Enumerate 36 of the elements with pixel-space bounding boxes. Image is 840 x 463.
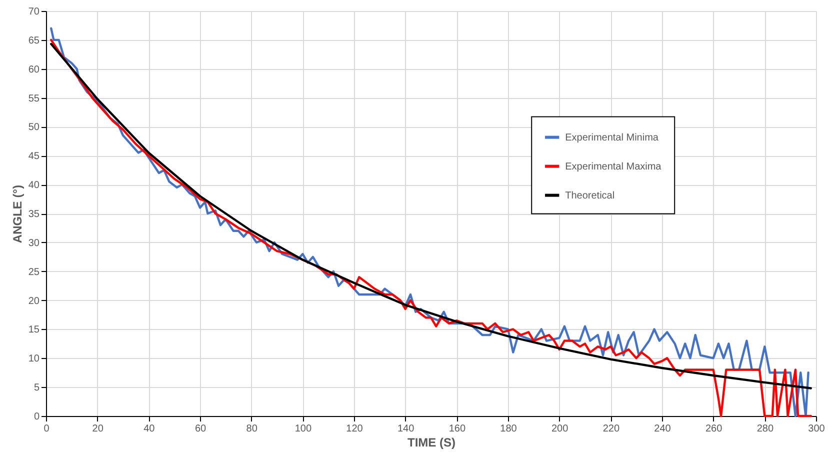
y-tick-label: 40 <box>28 180 40 192</box>
x-tick-label: 260 <box>705 424 723 434</box>
y-tick-label: 70 <box>28 6 40 18</box>
y-tick-label: 20 <box>28 296 40 307</box>
legend-label: Theoretical <box>565 190 615 202</box>
x-tick-label: 60 <box>194 424 206 434</box>
y-tick-label: 10 <box>28 354 40 365</box>
y-tick-label: 30 <box>28 238 40 249</box>
y-tick-label: 45 <box>28 151 40 162</box>
y-tick-label: 25 <box>28 266 40 278</box>
y-tick-label: 60 <box>28 64 40 76</box>
y-tick-label: 50 <box>28 122 40 134</box>
x-tick-label: 20 <box>92 424 104 434</box>
y-tick-label: 15 <box>28 324 40 336</box>
x-tick-label: 300 <box>808 424 826 434</box>
x-tick-label: 280 <box>756 424 774 434</box>
x-tick-label: 240 <box>654 424 672 434</box>
x-axis-title: TIME (S) <box>408 436 456 450</box>
x-tick-label: 200 <box>551 424 569 434</box>
y-tick-label: 65 <box>28 35 40 46</box>
x-tick-label: 0 <box>44 424 50 434</box>
y-tick-label: 55 <box>28 93 40 104</box>
x-tick-label: 40 <box>144 424 156 434</box>
y-axis-title: ANGLE (°) <box>10 184 24 244</box>
x-tick-label: 100 <box>294 424 312 434</box>
x-tick-label: 80 <box>246 424 258 434</box>
x-tick-label: 160 <box>448 424 466 434</box>
legend-label: Experimental Minima <box>565 132 659 144</box>
x-tick-label: 220 <box>602 424 620 434</box>
x-tick-label: 140 <box>397 424 415 434</box>
y-tick-label: 5 <box>34 382 40 394</box>
x-tick-label: 120 <box>346 424 364 434</box>
x-tick-label: 180 <box>500 424 518 434</box>
y-tick-label: 35 <box>28 209 40 220</box>
y-tick-label: 0 <box>34 412 40 422</box>
legend-label: Experimental Maxima <box>565 161 662 172</box>
